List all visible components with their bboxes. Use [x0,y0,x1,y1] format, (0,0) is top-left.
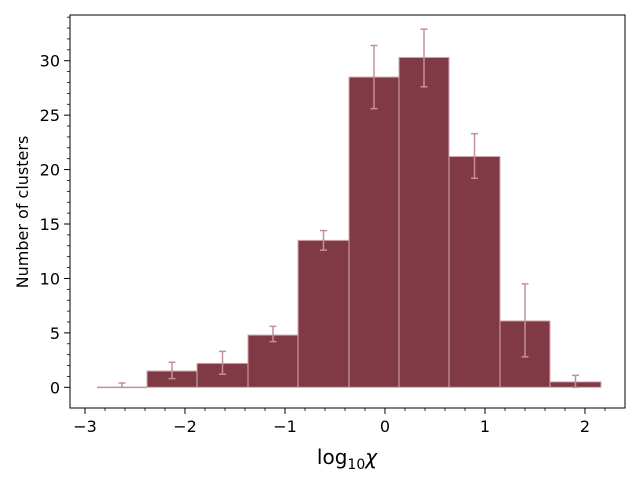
x-axis-label-variable: χ [364,445,378,469]
x-tick-label: −2 [173,417,197,436]
histogram-bar [448,156,501,388]
x-tick-label: 0 [380,417,390,436]
y-tick-label: 10 [40,269,60,288]
x-tick-label: −3 [73,417,97,436]
histogram-bar [247,334,299,388]
y-tick-label: 30 [40,52,60,71]
x-axis-label-base: log [317,445,348,469]
x-tick-label: 2 [580,417,590,436]
x-axis-ticks: −3 −2 −1 0 1 2 [73,408,606,436]
y-axis-label: Number of clusters [13,136,32,289]
histogram-bar [398,56,450,388]
y-tick-label: 25 [40,106,60,125]
histogram-bar [297,239,350,388]
x-tick-label: 1 [480,417,490,436]
y-tick-label: 15 [40,215,60,234]
x-axis-label-subscript: 10 [347,457,365,473]
x-axis-label: log10χ [317,445,378,473]
y-tick-label: 5 [50,324,60,343]
y-tick-label: 20 [40,161,60,180]
histogram-bar [348,76,400,388]
bars-group [97,56,602,389]
y-tick-label: 0 [50,378,60,397]
error-bars-group [118,28,579,389]
x-tick-label: −1 [273,417,297,436]
y-axis-ticks: 0 5 10 15 20 25 30 [40,16,70,397]
plot-frame [69,14,626,409]
